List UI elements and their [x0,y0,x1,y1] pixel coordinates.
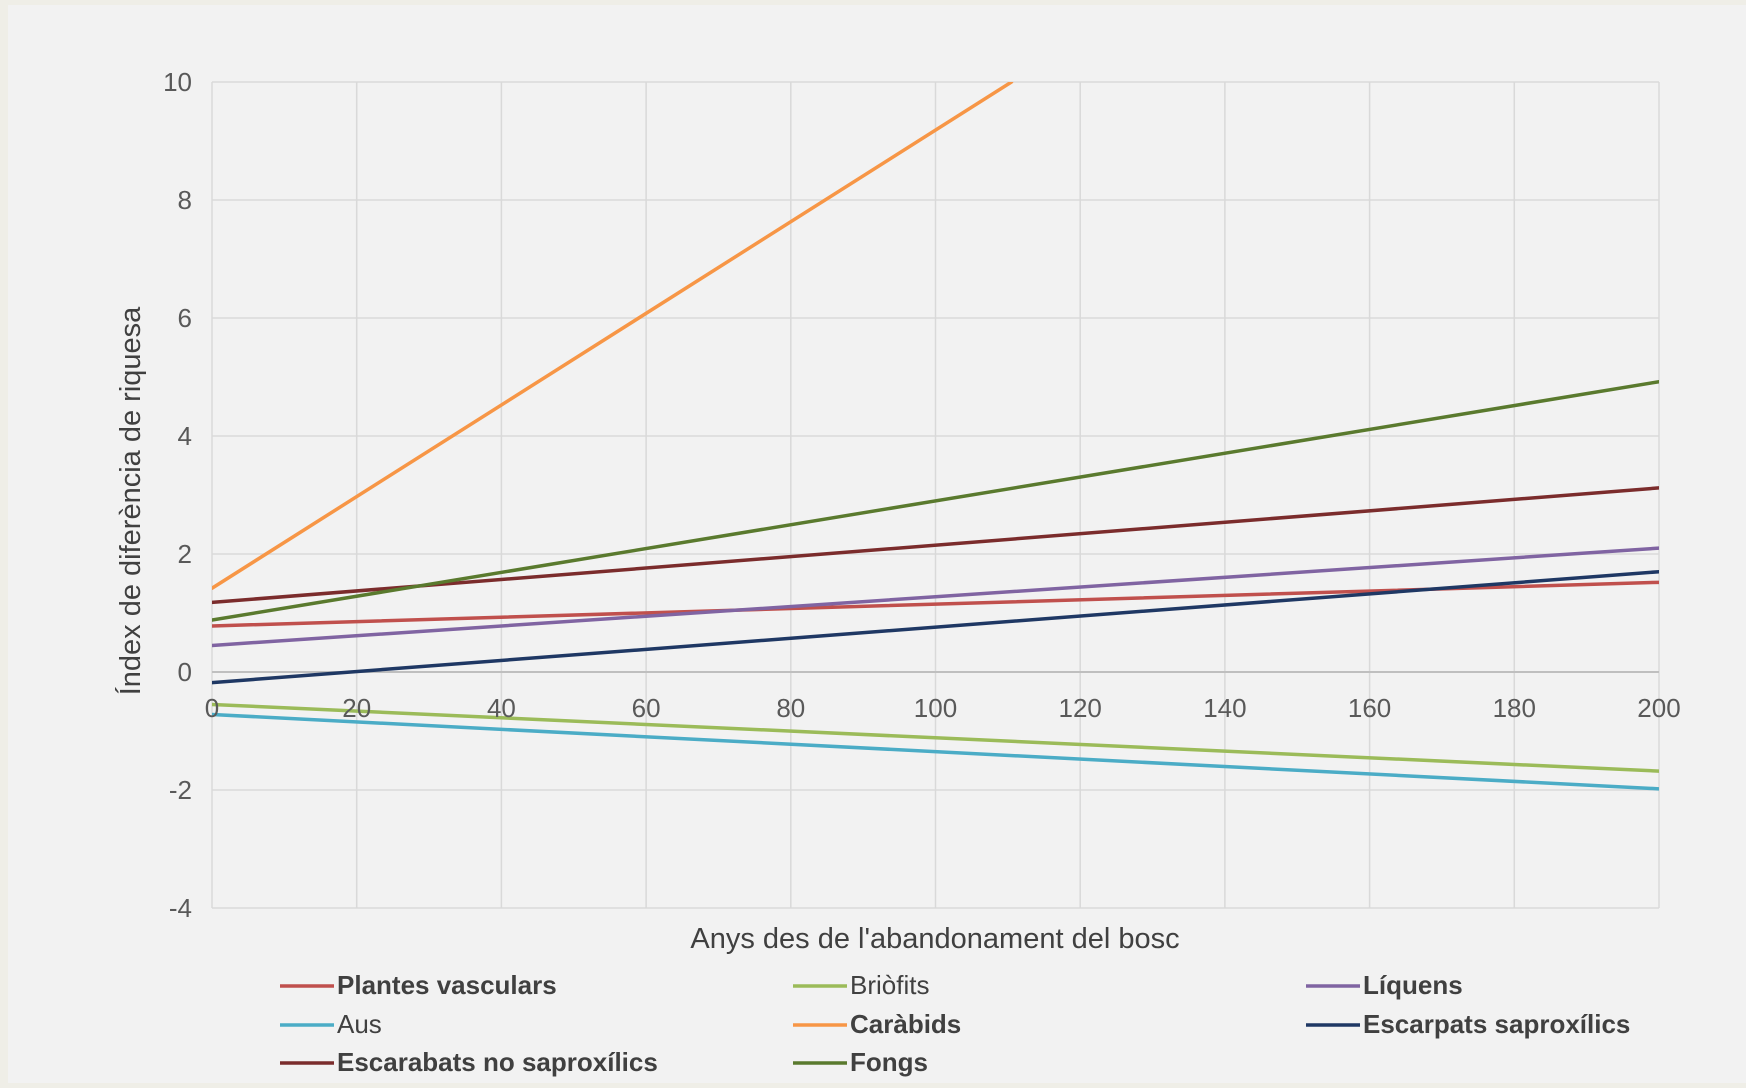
legend-item: Briòfits [793,970,929,1000]
y-tick-label: -2 [169,775,192,805]
x-tick-label: 140 [1203,693,1246,723]
legend: Plantes vasculars Briòfits Líquens Aus Caràb… [280,970,1630,1077]
legend-label: Fongs [850,1047,928,1077]
y-tick-label: 4 [178,421,192,451]
x-tick-label: 0 [205,693,219,723]
x-tick-label: 20 [342,693,371,723]
y-tick-label: 6 [178,303,192,333]
x-tick-label: 100 [914,693,957,723]
legend-label: Líquens [1363,970,1463,1000]
x-tick-label: 180 [1493,693,1536,723]
x-tick-label: 80 [776,693,805,723]
x-tick-label: 40 [487,693,516,723]
series-line [212,712,1659,791]
chart-area: -4 -2 0 2 4 6 8 10 0 20 40 60 80 100 120 140 160 180 200 A… [8,5,1746,1083]
series-line [212,82,1014,590]
series-line [212,546,1659,648]
legend-item: Escarpats saproxílics [1306,1009,1630,1039]
y-tick-label: 10 [163,67,192,97]
legend-label: Caràbids [850,1009,961,1039]
series-line [212,486,1659,605]
legend-item: Plantes vasculars [280,970,557,1000]
series-lines [212,82,1659,791]
legend-label: Plantes vasculars [337,970,557,1000]
grid-lines [211,81,1660,909]
legend-label: Escarabats no saproxílics [337,1047,658,1077]
series-line [212,569,1659,685]
series-line [212,379,1659,622]
y-tick-label: -4 [169,893,192,923]
x-tick-label: 120 [1059,693,1102,723]
legend-item: Fongs [793,1047,928,1077]
y-tick-label: 2 [178,539,192,569]
x-tick-label: 200 [1637,693,1680,723]
legend-item: Aus [280,1009,382,1039]
y-tick-label: 0 [178,657,192,687]
y-tick-label: 8 [178,185,192,215]
legend-item: Escarabats no saproxílics [280,1047,658,1077]
legend-label: Escarpats saproxílics [1363,1009,1630,1039]
legend-label: Aus [337,1009,382,1039]
x-tick-label: 160 [1348,693,1391,723]
x-tick-label: 60 [632,693,661,723]
y-axis-title: Índex de diferència de riquesa [114,306,147,695]
legend-item: Caràbids [793,1009,961,1039]
legend-label: Briòfits [850,970,929,1000]
series-line [212,702,1659,773]
legend-item: Líquens [1306,970,1463,1000]
x-axis-title: Anys des de l'abandonament del bosc [690,923,1179,955]
